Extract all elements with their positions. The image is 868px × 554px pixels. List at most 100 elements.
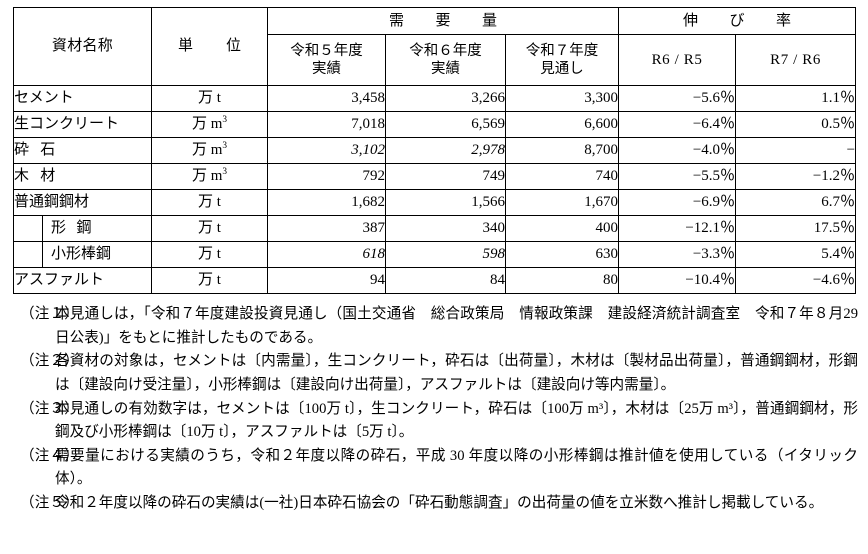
cubic-exponent: 3 <box>222 167 228 178</box>
demand-value-cell: 7,018 <box>267 111 386 138</box>
table-header: 資材名称 単 位 需 要 量 伸 び 率 令和５年度 実績 令和６年度 実績 <box>13 7 857 86</box>
growth-rate-cell: 0.5％ <box>735 111 857 138</box>
growth-rate-cell: −5.5％ <box>618 163 737 190</box>
demand-value-cell: 3,266 <box>385 85 506 112</box>
footnote-label: （注２） <box>20 353 79 370</box>
footnotes-list: （注１） 本見通しは，「令和７年度建設投資見通し（国土交通省 総合政策局 情報政策… <box>13 303 858 516</box>
footnote-label: （注３） <box>20 400 79 417</box>
table-row: アスファルト万 t 94 84 80 −10.4％ −4.6％ <box>13 267 857 294</box>
footnote-label: （注４） <box>20 447 79 464</box>
growth-rate-cell: −4.0％ <box>618 137 737 164</box>
footnote-item: （注２） 各資材の対象は，セメントは〔内需量〕，生コンクリート，砕石は〔出荷量〕，… <box>13 350 858 397</box>
table-row: セメント万 t 3,458 3,266 3,300 −5.6％ 1.1％ <box>13 85 857 112</box>
demand-value-cell: 598 <box>385 241 506 268</box>
demand-value-cell: 749 <box>385 163 506 190</box>
growth-rate-cell: −5.6％ <box>618 85 737 112</box>
header-r6-line1: 令和６年度 <box>409 42 482 59</box>
unit-cell: 万 m3 <box>151 111 268 138</box>
unit-cell: 万 t <box>151 189 268 216</box>
row-indent-gutter <box>14 242 43 267</box>
demand-value-cell: 1,566 <box>385 189 506 216</box>
header-r7: 令和７年度 見通し <box>504 34 620 86</box>
unit-cell: 万 t <box>151 267 268 294</box>
demand-value-cell: 340 <box>385 215 506 242</box>
cubic-exponent: 3 <box>222 141 228 152</box>
material-name-cell: 小形棒鋼 <box>13 241 152 268</box>
demand-value-cell: 1,682 <box>267 189 386 216</box>
demand-value-cell: 400 <box>504 215 620 242</box>
material-name-label: 小形棒鋼 <box>51 246 112 263</box>
table-body: セメント万 t 3,458 3,266 3,300 −5.6％ 1.1％ 生コンクリート万 … <box>13 85 857 294</box>
demand-value-cell: 8,700 <box>504 137 620 164</box>
growth-rate-cell: −12.1％ <box>618 215 737 242</box>
table-row: 生コンクリート万 m3 7,018 6,569 6,600 −6.4％ 0.5％ <box>13 111 857 138</box>
table-row: 木材万 m3 792 749 740 −5.5％ −1.2％ <box>13 163 857 190</box>
header-r6-line2: 実績 <box>431 61 460 77</box>
growth-rate-cell: 1.1％ <box>735 85 857 112</box>
footnote-item: （注５） 令和２年度以降の砕石の実績は(一社)日本砕石協会の「砕石動態調査」の出荷… <box>13 492 858 516</box>
growth-rate-cell: −6.9％ <box>618 189 737 216</box>
material-name-cell: 普通鋼鋼材 <box>13 189 152 216</box>
growth-rate-cell: −1.2％ <box>735 163 857 190</box>
footnote-text: 令和２年度以降の砕石の実績は(一社)日本砕石協会の「砕石動態調査」の出荷量の値を… <box>55 495 824 512</box>
header-r7-line2: 見通し <box>540 61 584 77</box>
unit-cell: 万 t <box>151 215 268 242</box>
table-row: 形鋼 万 t 387 340 400 −12.1％ 17.5％ <box>13 215 857 242</box>
table-row: 普通鋼鋼材万 t 1,682 1,566 1,670 −6.9％ 6.7％ <box>13 189 857 216</box>
header-growth-group: 伸 び 率 <box>618 7 857 35</box>
unit-cell: 万 t <box>151 241 268 268</box>
footnote-item: （注４） 需要量における実績のうち，令和２年度以降の砕石，平成 30 年度以降の小… <box>13 445 858 492</box>
growth-rate-cell: −4.6％ <box>735 267 857 294</box>
growth-rate-cell: − <box>735 137 857 164</box>
construction-material-demand-table: 資材名称 単 位 需 要 量 伸 び 率 令和５年度 実績 令和６年度 実績 <box>13 7 857 294</box>
growth-rate-cell: −10.4％ <box>618 267 737 294</box>
demand-value-cell: 80 <box>504 267 620 294</box>
material-name-cell: 木材 <box>13 163 152 190</box>
header-demand-group: 需 要 量 <box>266 7 620 35</box>
growth-rate-cell: −3.3％ <box>618 241 737 268</box>
header-r5-line2: 実績 <box>312 61 341 77</box>
footnote-item: （注１） 本見通しは，「令和７年度建設投資見通し（国土交通省 総合政策局 情報政策… <box>13 303 858 350</box>
header-r6: 令和６年度 実績 <box>385 34 506 86</box>
footnote-text: 本見通しは，「令和７年度建設投資見通し（国土交通省 総合政策局 情報政策課 建設… <box>55 306 858 346</box>
demand-value-cell: 630 <box>504 241 620 268</box>
header-row-sub: 令和５年度 実績 令和６年度 実績 令和７年度 見通し R6 / R5 R7 /… <box>14 34 857 86</box>
footnote-text: 本見通しの有効数字は，セメントは〔100万 t〕，生コンクリート，砕石は〔100… <box>55 400 858 441</box>
demand-value-cell: 618 <box>267 241 386 268</box>
header-ratio-r6-r5: R6 / R5 <box>618 34 737 86</box>
growth-rate-cell: 5.4％ <box>735 241 857 268</box>
demand-value-cell: 6,569 <box>385 111 506 138</box>
demand-value-cell: 3,458 <box>267 85 386 112</box>
header-ratio-r7-r6: R7 / R6 <box>735 34 857 86</box>
unit-cell: 万 m3 <box>151 163 268 190</box>
demand-value-cell: 84 <box>385 267 506 294</box>
material-name-cell: 砕石 <box>13 137 152 164</box>
header-r5: 令和５年度 実績 <box>267 34 386 86</box>
demand-value-cell: 3,300 <box>504 85 620 112</box>
demand-table-container: 資材名称 単 位 需 要 量 伸 び 率 令和５年度 実績 令和６年度 実績 <box>13 7 857 294</box>
material-name-cell: 形鋼 <box>13 215 152 242</box>
demand-value-cell: 6,600 <box>504 111 620 138</box>
header-material-name: 資材名称 <box>13 7 152 86</box>
footnote-text: 需要量における実績のうち，令和２年度以降の砕石，平成 30 年度以降の小形棒鋼は… <box>55 447 858 488</box>
material-name-cell: アスファルト <box>13 267 152 294</box>
demand-value-cell: 3,102 <box>267 137 386 164</box>
footnote-label: （注１） <box>20 306 79 322</box>
footnote-item: （注３） 本見通しの有効数字は，セメントは〔100万 t〕，生コンクリート，砕石は… <box>13 398 858 445</box>
growth-rate-cell: 17.5％ <box>735 215 857 242</box>
unit-cell: 万 t <box>151 85 268 112</box>
header-row-group: 資材名称 単 位 需 要 量 伸 び 率 <box>13 7 857 86</box>
unit-cell: 万 m3 <box>151 137 268 164</box>
header-unit: 単 位 <box>151 7 268 86</box>
header-r7-line1: 令和７年度 <box>525 42 599 59</box>
growth-rate-cell: −6.4％ <box>618 111 737 138</box>
demand-value-cell: 1,670 <box>504 189 620 216</box>
material-name-cell: セメント <box>13 85 152 112</box>
table-row: 小形棒鋼 万 t 618 598 630 −3.3％ 5.4％ <box>13 241 857 268</box>
footnote-text: 各資材の対象は，セメントは〔内需量〕，生コンクリート，砕石は〔出荷量〕，木材は〔… <box>55 353 858 393</box>
header-r5-line1: 令和５年度 <box>290 42 363 59</box>
demand-value-cell: 94 <box>267 267 386 294</box>
material-name-label: 形鋼 <box>51 220 103 237</box>
demand-value-cell: 387 <box>267 215 386 242</box>
